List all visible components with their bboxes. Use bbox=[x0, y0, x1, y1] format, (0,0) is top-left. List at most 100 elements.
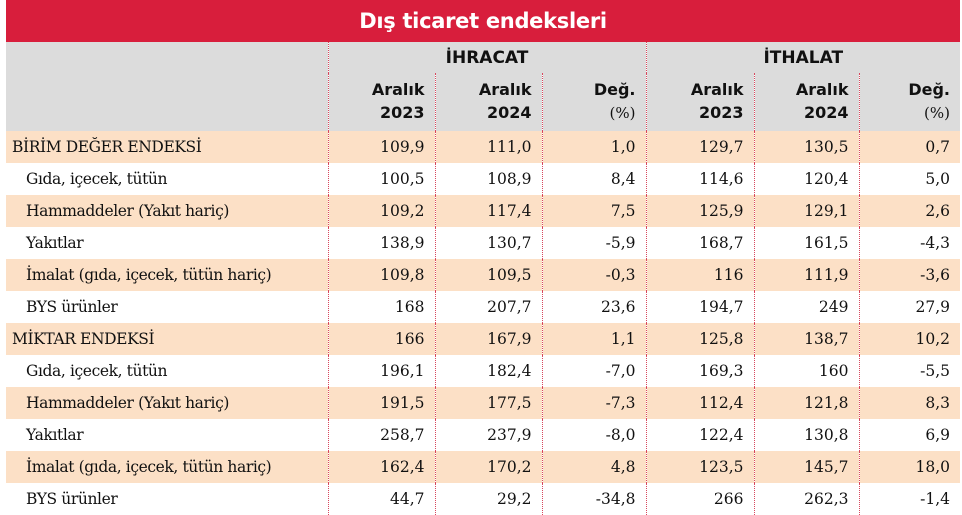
col-header-line2: (%) bbox=[924, 104, 951, 122]
table-row: Hammaddeler (Yakıt hariç) 109,2 117,4 7,5 12… bbox=[6, 195, 961, 227]
col-header-line2: 2024 bbox=[803, 103, 849, 122]
table-cell: 18,0 bbox=[858, 451, 961, 483]
row-label: Hammaddeler (Yakıt hariç) bbox=[6, 387, 328, 419]
table-cell: 111,9 bbox=[753, 259, 859, 291]
table-cell: 100,5 bbox=[327, 163, 435, 195]
col-header-line2: 2024 bbox=[486, 103, 532, 122]
table-cell: 130,5 bbox=[753, 131, 859, 163]
table-cell: -5,5 bbox=[858, 355, 961, 387]
table-cell: 166 bbox=[327, 323, 435, 355]
table-cell: 167,9 bbox=[434, 323, 542, 355]
table-cell: 10,2 bbox=[858, 323, 961, 355]
table-cell: 109,8 bbox=[327, 259, 435, 291]
table-cell: 162,4 bbox=[327, 451, 435, 483]
col-header-line1: Değ. bbox=[593, 80, 636, 99]
col-header-export-dec-2024: Aralık 2024 bbox=[434, 73, 542, 131]
table-cell: 123,5 bbox=[645, 451, 754, 483]
table-row: Hammaddeler (Yakıt hariç) 191,5 177,5 -7,3 1… bbox=[6, 387, 961, 419]
col-header-line1: Aralık bbox=[690, 80, 744, 99]
table-row: Gıda, içecek, tütün 100,5 108,9 8,4 114,6 120… bbox=[6, 163, 961, 195]
table-cell: 5,0 bbox=[858, 163, 961, 195]
table-row: Yakıtlar 258,7 237,9 -8,0 122,4 130,8 6,9 bbox=[6, 419, 961, 451]
trade-index-table: İHRACAT İTHALAT Aralık 2023 Aralık 2024 … bbox=[6, 42, 961, 515]
group-header-export: İHRACAT bbox=[327, 42, 646, 73]
table-cell: 266 bbox=[645, 483, 754, 515]
table-row: BİRİM DEĞER ENDEKSİ 109,9 111,0 1,0 129,7 130… bbox=[6, 131, 961, 163]
table-cell: 122,4 bbox=[645, 419, 754, 451]
row-label: Yakıtlar bbox=[6, 227, 328, 259]
table-cell: 1,1 bbox=[541, 323, 646, 355]
table-cell: 6,9 bbox=[858, 419, 961, 451]
table-cell: 258,7 bbox=[327, 419, 435, 451]
col-header-line1: Değ. bbox=[908, 80, 951, 99]
table-cell: 112,4 bbox=[645, 387, 754, 419]
col-header-line2: 2023 bbox=[698, 103, 744, 122]
table-body: İHRACAT İTHALAT Aralık 2023 Aralık 2024 … bbox=[6, 42, 961, 515]
table-cell: 29,2 bbox=[434, 483, 542, 515]
table-cell: 108,9 bbox=[434, 163, 542, 195]
col-header-line2: 2023 bbox=[379, 103, 425, 122]
table-cell: 116 bbox=[645, 259, 754, 291]
table-cell: 249 bbox=[753, 291, 859, 323]
table-cell: -0,3 bbox=[541, 259, 646, 291]
table-cell: 262,3 bbox=[753, 483, 859, 515]
table-cell: 1,0 bbox=[541, 131, 646, 163]
table-cell: 160 bbox=[753, 355, 859, 387]
row-label: Hammaddeler (Yakıt hariç) bbox=[6, 195, 328, 227]
table-cell: 125,9 bbox=[645, 195, 754, 227]
table-cell: 182,4 bbox=[434, 355, 542, 387]
table-cell: 109,9 bbox=[327, 131, 435, 163]
table-row: BYS ürünler 44,7 29,2 -34,8 266 262,3 -1,4 bbox=[6, 483, 961, 515]
row-label: BİRİM DEĞER ENDEKSİ bbox=[6, 131, 328, 163]
table-cell: 117,4 bbox=[434, 195, 542, 227]
col-header-import-change: Değ. (%) bbox=[858, 73, 961, 131]
table-cell: 114,6 bbox=[645, 163, 754, 195]
table-cell: 111,0 bbox=[434, 131, 542, 163]
table-cell: 168 bbox=[327, 291, 435, 323]
table-cell: 196,1 bbox=[327, 355, 435, 387]
table-cell: -7,3 bbox=[541, 387, 646, 419]
table-cell: 145,7 bbox=[753, 451, 859, 483]
table-cell: 191,5 bbox=[327, 387, 435, 419]
group-header-row: İHRACAT İTHALAT bbox=[6, 42, 961, 73]
table-cell: 125,8 bbox=[645, 323, 754, 355]
table-cell: 130,7 bbox=[434, 227, 542, 259]
table-cell: 2,6 bbox=[858, 195, 961, 227]
column-header-blank bbox=[6, 73, 328, 131]
row-label: Gıda, içecek, tütün bbox=[6, 163, 328, 195]
table-cell: 129,7 bbox=[645, 131, 754, 163]
group-header-import: İTHALAT bbox=[645, 42, 961, 73]
trade-index-panel: Dış ticaret endeksleri İHRACAT İTHALAT A… bbox=[6, 0, 961, 515]
table-cell: 8,3 bbox=[858, 387, 961, 419]
table-cell: 237,9 bbox=[434, 419, 542, 451]
table-cell: 168,7 bbox=[645, 227, 754, 259]
table-cell: 109,5 bbox=[434, 259, 542, 291]
table-cell: 177,5 bbox=[434, 387, 542, 419]
table-cell: -34,8 bbox=[541, 483, 646, 515]
col-header-line1: Aralık bbox=[478, 80, 532, 99]
table-cell: 44,7 bbox=[327, 483, 435, 515]
table-cell: 27,9 bbox=[858, 291, 961, 323]
group-header-blank bbox=[6, 42, 328, 73]
table-cell: 121,8 bbox=[753, 387, 859, 419]
table-cell: 138,9 bbox=[327, 227, 435, 259]
table-cell: 8,4 bbox=[541, 163, 646, 195]
row-label: Yakıtlar bbox=[6, 419, 328, 451]
table-cell: 130,8 bbox=[753, 419, 859, 451]
table-cell: -3,6 bbox=[858, 259, 961, 291]
table-cell: 170,2 bbox=[434, 451, 542, 483]
table-row: Gıda, içecek, tütün 196,1 182,4 -7,0 169,3 16… bbox=[6, 355, 961, 387]
row-label: MİKTAR ENDEKSİ bbox=[6, 323, 328, 355]
table-cell: 109,2 bbox=[327, 195, 435, 227]
table-cell: -8,0 bbox=[541, 419, 646, 451]
table-cell: -5,9 bbox=[541, 227, 646, 259]
table-cell: -4,3 bbox=[858, 227, 961, 259]
table-cell: 169,3 bbox=[645, 355, 754, 387]
table-row: İmalat (gıda, içecek, tütün hariç) 162,4 1… bbox=[6, 451, 961, 483]
table-row: İmalat (gıda, içecek, tütün hariç) 109,8 1… bbox=[6, 259, 961, 291]
row-label: BYS ürünler bbox=[6, 291, 328, 323]
col-header-export-dec-2023: Aralık 2023 bbox=[327, 73, 435, 131]
table-cell: 129,1 bbox=[753, 195, 859, 227]
table-cell: -1,4 bbox=[858, 483, 961, 515]
table-row: BYS ürünler 168 207,7 23,6 194,7 249 27,9 bbox=[6, 291, 961, 323]
